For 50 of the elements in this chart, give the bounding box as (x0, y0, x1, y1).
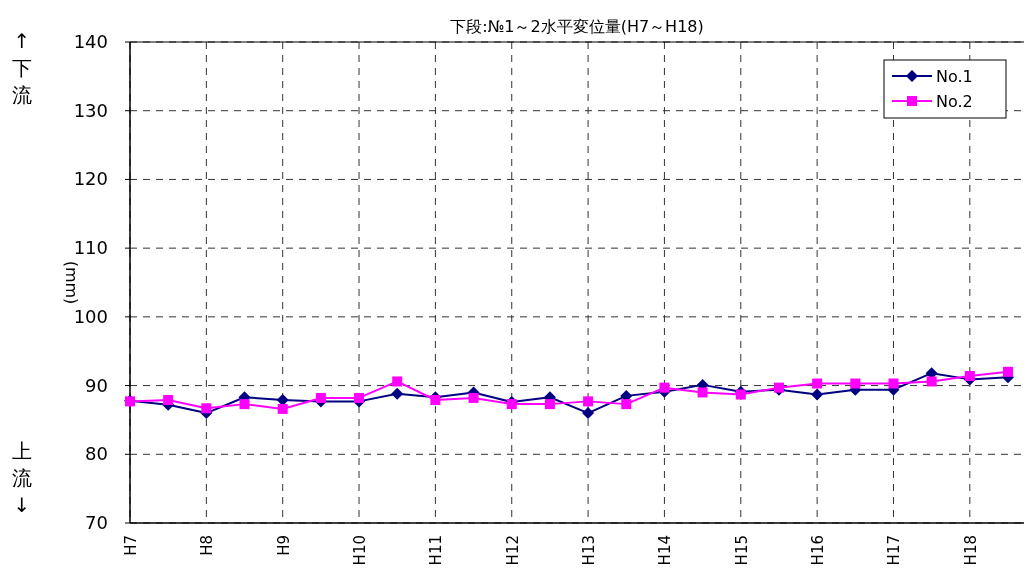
x-tick-label: H14 (656, 535, 675, 566)
point (392, 376, 403, 387)
y-axis-title: (mm) (62, 260, 81, 305)
y-tick-label: 120 (73, 168, 108, 190)
point (391, 387, 404, 400)
point (964, 370, 975, 381)
x-tick-label: H12 (503, 535, 522, 566)
point (659, 382, 670, 393)
point (354, 392, 365, 403)
point (621, 399, 632, 410)
y-tick-label: 130 (73, 99, 108, 121)
chart-title: 下段:№1～2水平変位量(H7～H18) (450, 17, 704, 36)
point (544, 399, 555, 410)
text: 上流↓ (12, 439, 32, 517)
point (583, 396, 594, 407)
point (811, 388, 824, 401)
legend-label: No.1 (936, 67, 973, 86)
x-tick-label: H9 (274, 535, 293, 556)
point (163, 395, 174, 405)
point (888, 378, 899, 389)
point (812, 378, 823, 389)
y-tick-label: 80 (85, 443, 108, 465)
point (201, 403, 212, 414)
point (277, 403, 288, 414)
text: ↑下流 (12, 29, 32, 107)
x-tick-label: H11 (427, 535, 446, 566)
y-tick-label: 90 (85, 374, 108, 396)
point (239, 399, 250, 410)
point (430, 395, 441, 405)
y-tick-label: 100 (73, 305, 108, 327)
legend-label: No.2 (936, 92, 973, 111)
x-tick-label: H17 (885, 535, 904, 566)
x-tick-label: H15 (732, 535, 751, 566)
y-tick-label: 70 (85, 512, 108, 533)
point (926, 376, 937, 387)
y-tick-label: 110 (73, 237, 108, 259)
x-tick-label: H16 (809, 535, 828, 566)
x-tick-label: H10 (351, 535, 370, 566)
point (582, 407, 595, 420)
point (1003, 366, 1013, 377)
x-tick-label: H8 (198, 535, 217, 556)
point (735, 389, 746, 400)
x-tick-label: H13 (580, 535, 599, 566)
x-tick-label: H18 (961, 535, 980, 566)
y-tick-label: 140 (73, 31, 108, 52)
point (850, 378, 861, 389)
point (315, 392, 326, 403)
point (697, 387, 708, 398)
x-tick-label: H7 (122, 535, 140, 556)
point (468, 392, 479, 403)
